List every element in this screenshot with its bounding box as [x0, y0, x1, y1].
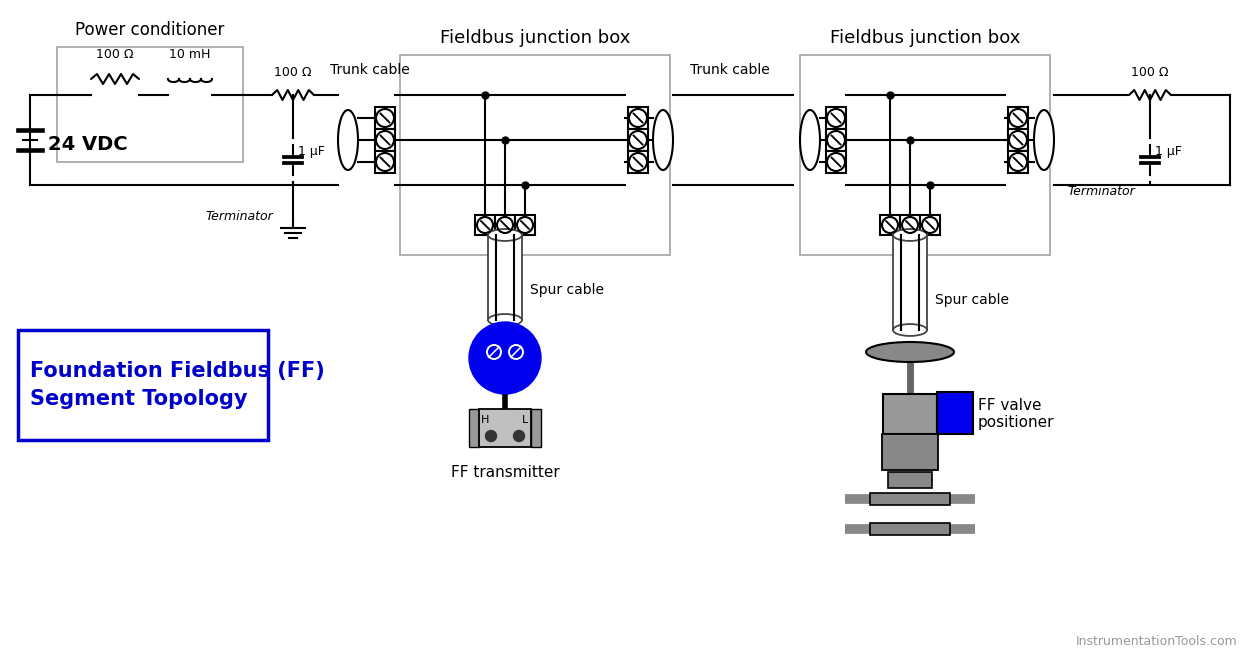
Text: Spur cable: Spur cable	[936, 293, 1009, 307]
Bar	[1008, 129, 1028, 151]
Bar	[495, 215, 515, 235]
Bar	[826, 107, 846, 129]
Bar	[488, 235, 522, 320]
Ellipse shape	[338, 110, 358, 170]
Text: Trunk cable: Trunk cable	[330, 63, 410, 77]
Bar	[871, 523, 950, 535]
Circle shape	[513, 430, 525, 442]
Ellipse shape	[801, 110, 821, 170]
Text: Spur cable: Spur cable	[530, 283, 605, 297]
Ellipse shape	[653, 110, 673, 170]
Bar	[628, 129, 648, 151]
Bar	[1008, 151, 1028, 173]
Bar	[801, 55, 1050, 255]
Ellipse shape	[488, 229, 522, 241]
Bar	[17, 330, 269, 440]
Bar	[375, 107, 395, 129]
Bar	[57, 47, 244, 162]
Text: InstrumentationTools.com: InstrumentationTools.com	[1077, 635, 1238, 648]
Bar	[882, 434, 938, 470]
Bar	[881, 215, 901, 235]
Bar	[515, 215, 535, 235]
Text: Fieldbus junction box: Fieldbus junction box	[440, 29, 631, 47]
Bar	[400, 55, 669, 255]
Bar	[826, 129, 846, 151]
Bar	[888, 472, 932, 488]
Text: FF valve
positioner: FF valve positioner	[978, 398, 1054, 430]
Bar	[375, 129, 395, 151]
Ellipse shape	[1034, 110, 1054, 170]
Ellipse shape	[488, 314, 522, 326]
Bar	[628, 107, 648, 129]
Text: Trunk cable: Trunk cable	[691, 63, 769, 77]
Text: H: H	[481, 415, 490, 425]
Bar	[826, 151, 846, 173]
Bar	[475, 215, 495, 235]
Bar	[937, 392, 973, 434]
Bar	[1008, 107, 1028, 129]
Bar	[628, 151, 648, 173]
Text: 100 Ω: 100 Ω	[275, 66, 312, 79]
Text: Terminator: Terminator	[205, 210, 274, 223]
Text: Foundation Fieldbus (FF)
Segment Topology: Foundation Fieldbus (FF) Segment Topolog…	[30, 361, 325, 409]
Text: Power conditioner: Power conditioner	[75, 21, 225, 39]
Text: 1 μF: 1 μF	[299, 145, 325, 159]
Bar	[893, 235, 927, 330]
Ellipse shape	[866, 342, 954, 362]
Bar	[480, 409, 531, 447]
Circle shape	[470, 322, 541, 394]
Text: 100 Ω: 100 Ω	[96, 48, 134, 61]
Text: Fieldbus junction box: Fieldbus junction box	[829, 29, 1020, 47]
Bar	[375, 151, 395, 173]
Text: L: L	[522, 415, 528, 425]
Text: 10 mH: 10 mH	[170, 48, 211, 61]
Text: 100 Ω: 100 Ω	[1132, 66, 1169, 79]
Bar	[531, 409, 541, 447]
Bar	[470, 409, 480, 447]
Bar	[871, 493, 950, 505]
Ellipse shape	[893, 324, 927, 336]
Bar	[921, 215, 940, 235]
Text: 1 μF: 1 μF	[1155, 145, 1182, 159]
Text: 24 VDC: 24 VDC	[47, 135, 127, 155]
Ellipse shape	[893, 229, 927, 241]
Bar	[883, 394, 937, 434]
Bar	[901, 215, 921, 235]
Circle shape	[486, 430, 497, 442]
Text: Terminator: Terminator	[1067, 185, 1135, 198]
Text: FF transmitter: FF transmitter	[451, 465, 560, 480]
